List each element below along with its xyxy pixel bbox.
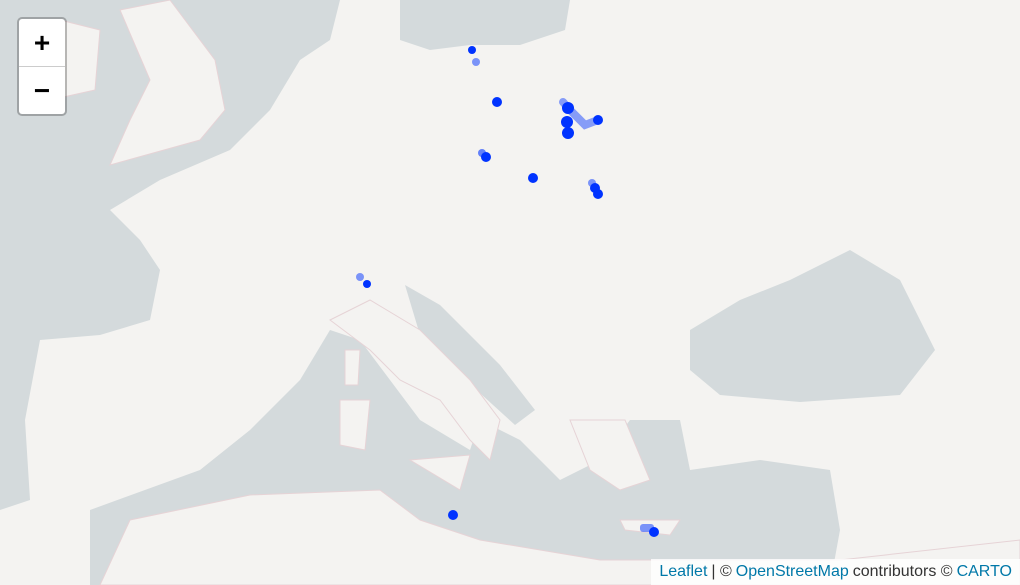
zoom-control: + − xyxy=(17,17,67,116)
location-marker[interactable] xyxy=(593,189,603,199)
corsica xyxy=(344,349,361,386)
carto-link[interactable]: CARTO xyxy=(956,563,1012,580)
britain xyxy=(109,0,226,166)
location-marker[interactable] xyxy=(562,102,574,114)
black-sea xyxy=(690,250,935,402)
baltic-sea xyxy=(400,0,570,50)
markers xyxy=(356,46,659,537)
location-marker[interactable] xyxy=(363,280,371,288)
adriatic-sea xyxy=(405,285,535,425)
greece xyxy=(569,419,651,491)
sardinia xyxy=(339,399,371,451)
location-marker[interactable] xyxy=(481,152,491,162)
location-marker[interactable] xyxy=(492,97,502,107)
location-marker[interactable] xyxy=(649,527,659,537)
location-marker[interactable] xyxy=(472,58,480,66)
zoom-in-button[interactable]: + xyxy=(33,27,51,58)
location-marker[interactable] xyxy=(562,127,574,139)
location-marker[interactable] xyxy=(448,510,458,520)
location-marker[interactable] xyxy=(593,115,603,125)
leaflet-link[interactable]: Leaflet xyxy=(659,563,708,580)
italy xyxy=(329,299,501,461)
zoom-out-button[interactable]: − xyxy=(19,66,65,114)
location-marker[interactable] xyxy=(468,46,476,54)
osm-link[interactable]: OpenStreetMap xyxy=(735,563,849,580)
attribution: Leaflet | © OpenStreetMap contributors © CAR… xyxy=(651,559,1020,585)
location-marker[interactable] xyxy=(561,116,573,128)
location-marker[interactable] xyxy=(356,273,364,281)
sicily xyxy=(408,454,471,491)
atlantic-sea xyxy=(0,0,340,510)
attribution-text: contributors © xyxy=(852,563,953,580)
location-marker[interactable] xyxy=(528,173,538,183)
attribution-separator: | © xyxy=(711,563,732,580)
